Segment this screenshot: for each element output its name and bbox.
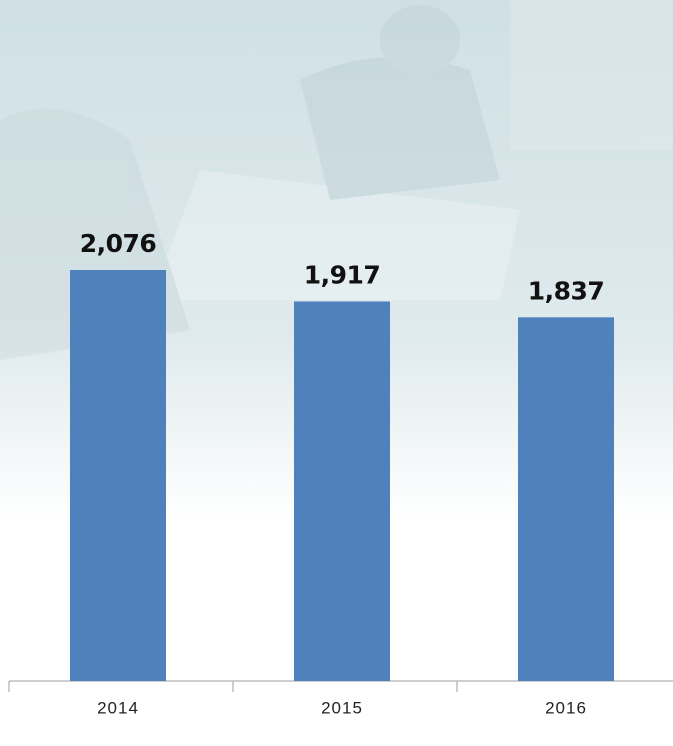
value-label: 1,837 — [528, 276, 605, 305]
value-label: 1,917 — [304, 260, 381, 289]
x-tick-label: 2015 — [321, 698, 363, 717]
bar — [294, 301, 390, 681]
bar — [518, 317, 614, 681]
x-tick-label: 2014 — [97, 698, 139, 717]
value-label: 2,076 — [80, 229, 157, 258]
x-tick-label: 2016 — [545, 698, 587, 717]
bar — [70, 270, 166, 681]
background-photo — [0, 0, 673, 360]
